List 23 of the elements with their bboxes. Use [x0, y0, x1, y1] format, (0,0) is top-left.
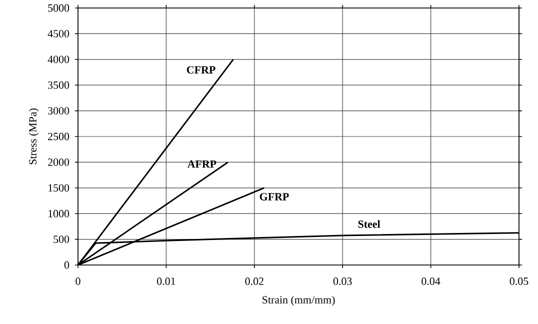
- x-tick-label: 0.03: [333, 278, 352, 285]
- series-label: CFRP: [186, 66, 216, 74]
- series-label: AFRP: [187, 160, 216, 168]
- x-tick-label: 0.02: [245, 278, 264, 285]
- y-tick-label: 4000: [48, 56, 70, 64]
- y-tick-label: 2500: [48, 132, 70, 140]
- x-tick-label: 0: [76, 278, 80, 285]
- y-tick-label: 3000: [48, 107, 70, 114]
- x-tick-label: 0.05: [510, 278, 528, 285]
- y-tick-label: 1000: [48, 210, 70, 218]
- y-tick-label: 1500: [48, 184, 70, 192]
- y-tick-label: 2000: [48, 158, 70, 166]
- x-tick-label: 0.01: [157, 278, 176, 285]
- series-label: Steel: [358, 220, 380, 228]
- y-tick-label: 5000: [48, 4, 70, 12]
- y-axis-title: Stress (MPa): [28, 108, 39, 164]
- y-tick-label: 500: [54, 236, 70, 243]
- y-tick-label: 3500: [48, 81, 70, 89]
- y-tick-label: 4500: [48, 30, 70, 38]
- series-label: GFRP: [260, 193, 289, 200]
- x-axis-title: Strain (mm/mm): [262, 296, 335, 306]
- x-tick-label: 0.04: [422, 278, 440, 285]
- y-tick-label: 0: [64, 261, 70, 269]
